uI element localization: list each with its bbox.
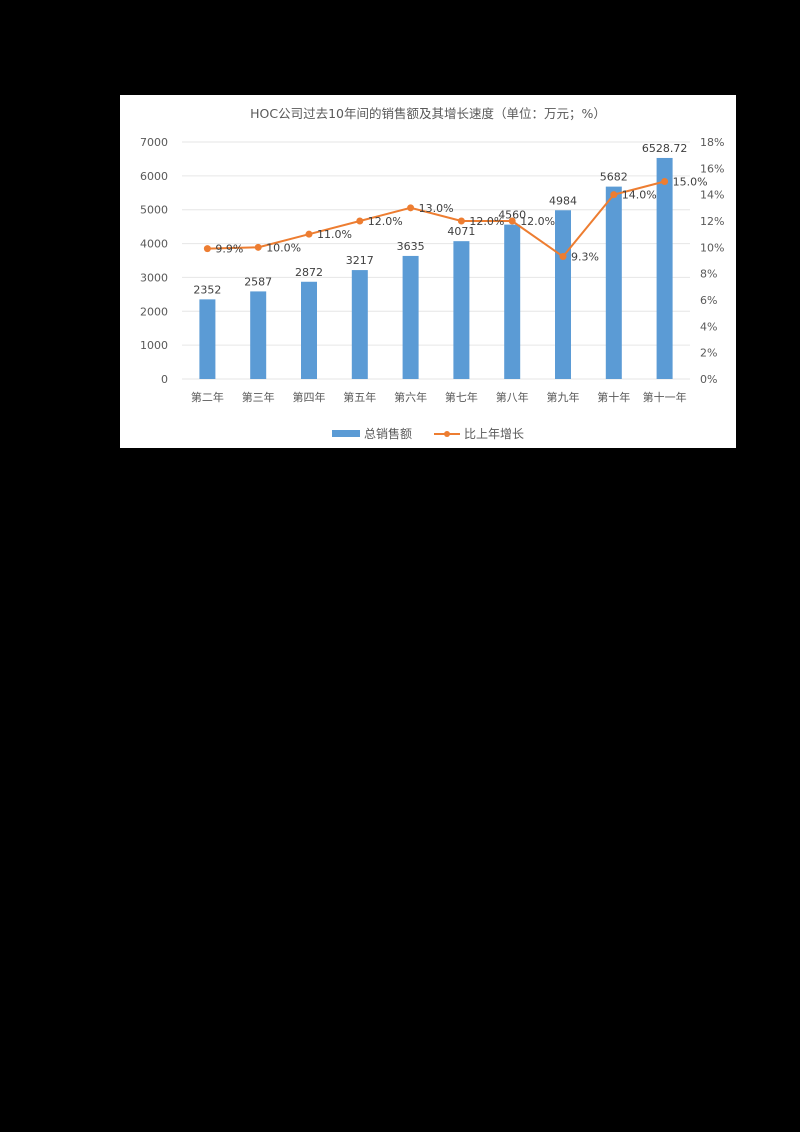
bar-value-label: 2587	[244, 275, 272, 288]
category-label: 第四年	[293, 390, 326, 404]
left-axis-tick: 3000	[140, 271, 168, 284]
left-axis-tick: 6000	[140, 170, 168, 183]
left-axis-tick: 4000	[140, 238, 168, 251]
category-label: 第三年	[242, 390, 275, 404]
right-axis-tick: 12%	[700, 215, 724, 228]
bar	[453, 241, 470, 379]
chart-frame: HOC公司过去10年间的销售额及其增长速度（单位：万元；%） 0 1000 2000…	[120, 95, 736, 448]
bar	[402, 255, 419, 379]
bar	[656, 157, 673, 379]
bar-value-label: 4071	[447, 225, 475, 238]
category-label: 第六年	[394, 390, 427, 404]
left-axis-tick: 5000	[140, 204, 168, 217]
line-marker	[254, 243, 262, 251]
line-marker	[508, 217, 516, 225]
bar-value-label: 3217	[346, 254, 374, 267]
bar	[555, 210, 571, 379]
line-value-label: 14.0%	[622, 189, 657, 202]
legend-item-growth: 比上年增长	[434, 425, 524, 442]
line-value-label: 15.0%	[673, 176, 708, 189]
line-marker	[457, 217, 465, 225]
category-label: 第二年	[191, 390, 224, 404]
line-value-label: 12.0%	[368, 215, 403, 228]
right-axis-tick: 4%	[700, 320, 717, 333]
legend-item-sales: 总销售额	[331, 425, 412, 442]
line-marker	[356, 217, 364, 225]
legend: 总销售额 比上年增长	[120, 425, 736, 442]
right-axis-tick: 6%	[700, 294, 717, 307]
left-axis-tick: 0	[161, 373, 168, 386]
right-axis-tick: 8%	[700, 268, 717, 281]
left-axis-tick: 1000	[140, 339, 168, 352]
category-label: 第七年	[445, 390, 478, 404]
line-value-label: 12.0%	[520, 215, 555, 228]
line-value-label: 13.0%	[419, 202, 454, 215]
bar	[301, 281, 317, 379]
right-axis-tick: 16%	[700, 162, 724, 175]
line-marker	[661, 178, 669, 185]
bar-value-label: 4560	[498, 209, 526, 222]
line-value-label: 9.9%	[215, 243, 243, 256]
line-marker	[203, 245, 211, 253]
plot-area: 0 1000 2000 3000 4000 5000 6000 7000 0% 2% 4% 6% 8% 1…	[140, 136, 724, 404]
right-axis-tick: 10%	[700, 241, 724, 254]
bar	[504, 224, 521, 379]
right-axis-tick: 18%	[700, 136, 724, 149]
right-axis-tick: 0%	[700, 373, 717, 386]
bar-value-label: 4984	[549, 194, 577, 207]
line-value-label: 9.3%	[571, 251, 599, 264]
category-label: 第十一年	[643, 390, 687, 404]
line-marker	[610, 191, 618, 199]
line-value-label: 10.0%	[266, 241, 301, 254]
bar-value-label: 6528.72	[642, 142, 688, 155]
line-marker	[407, 204, 415, 212]
line-value-label: 11.0%	[317, 228, 352, 241]
category-label: 第十年	[597, 390, 630, 404]
category-label: 第九年	[547, 390, 580, 404]
bar	[199, 299, 216, 379]
line-marker-swatch-icon	[434, 430, 460, 437]
bar-value-label: 3635	[397, 240, 425, 253]
bar-value-label: 2352	[193, 283, 221, 296]
left-axis-tick: 2000	[140, 305, 168, 318]
line-marker	[305, 230, 313, 238]
chart-title: HOC公司过去10年间的销售额及其增长速度（单位：万元；%）	[250, 106, 606, 121]
legend-label-growth: 比上年增长	[464, 427, 525, 441]
bar	[605, 186, 622, 379]
line-value-label: 12.0%	[469, 215, 504, 228]
bar	[250, 291, 267, 379]
bar-swatch-icon	[331, 430, 360, 437]
right-axis-tick: 14%	[700, 189, 724, 202]
bar	[351, 270, 368, 379]
legend-label-sales: 总销售额	[363, 427, 412, 441]
category-label: 第五年	[343, 390, 376, 404]
left-axis-tick: 7000	[140, 136, 168, 149]
category-label: 第八年	[496, 390, 529, 404]
bar-value-label: 2872	[295, 266, 323, 279]
right-axis-tick: 2%	[700, 347, 717, 360]
line-marker	[559, 253, 567, 261]
growth-line	[207, 180, 665, 258]
bar-value-label: 5682	[600, 171, 628, 184]
